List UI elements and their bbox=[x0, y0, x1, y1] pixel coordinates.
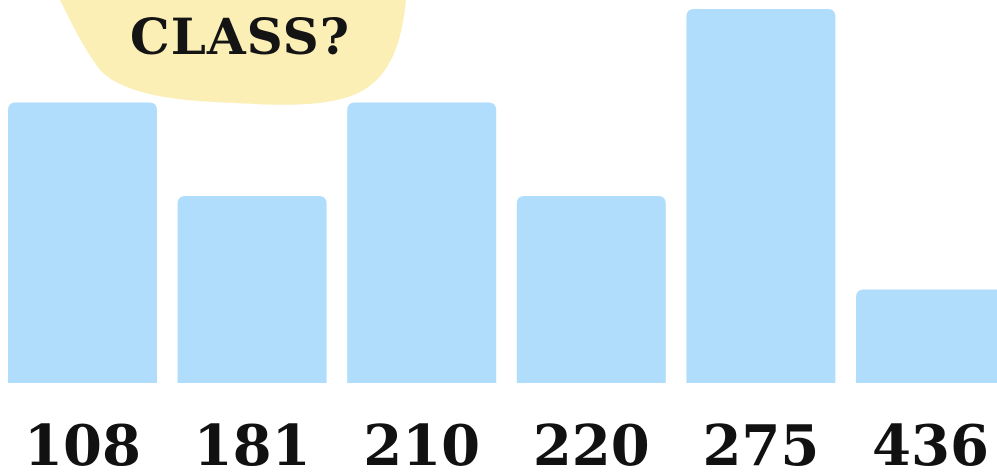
badge-blob bbox=[60, 0, 406, 105]
x-axis-tick-labels: 108 181 210 220 275 436 bbox=[24, 413, 989, 472]
x-tick-label-220: 220 bbox=[533, 413, 650, 472]
x-tick-label-181: 181 bbox=[194, 413, 311, 472]
x-tick-label-108: 108 bbox=[24, 413, 141, 472]
x-tick-label-436: 436 bbox=[872, 413, 989, 472]
bar-436 bbox=[856, 289, 997, 383]
class-question-badge: CLASS? bbox=[60, 0, 406, 105]
bar-220 bbox=[516, 196, 666, 383]
x-tick-label-275: 275 bbox=[702, 413, 819, 472]
bar-210 bbox=[347, 102, 497, 383]
bars-group bbox=[8, 9, 997, 383]
bar-275 bbox=[686, 9, 836, 383]
bar-108 bbox=[8, 102, 157, 383]
x-tick-label-210: 210 bbox=[363, 413, 480, 472]
bar-181 bbox=[177, 196, 327, 383]
badge-label: CLASS? bbox=[130, 7, 350, 66]
